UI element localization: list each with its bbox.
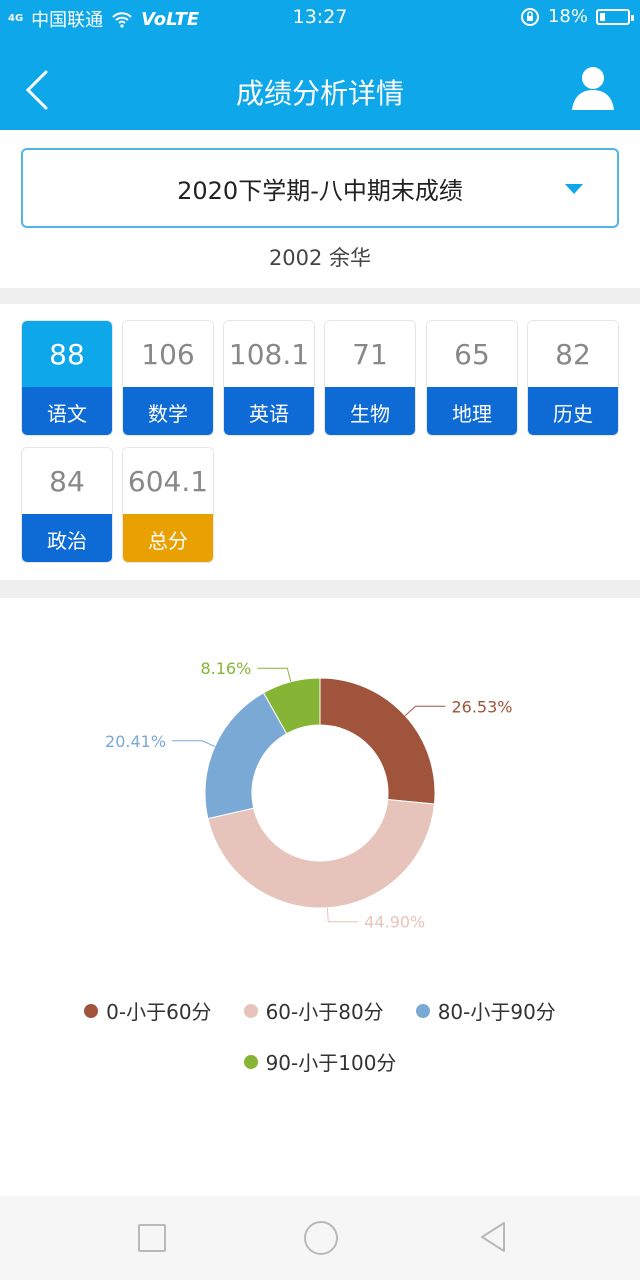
leader-line: [326, 907, 359, 923]
legend-item[interactable]: 90-小于100分: [243, 1047, 397, 1076]
score-card-biology[interactable]: 71 生物: [324, 320, 416, 436]
student-label: 2002 余华: [268, 246, 372, 270]
legend-item[interactable]: 0-小于60分: [84, 996, 212, 1025]
slice-90-100[interactable]: [262, 677, 321, 735]
subject-label: 生物: [325, 387, 415, 435]
slice-60-80[interactable]: [207, 798, 436, 909]
signal-icon: 4G: [8, 13, 24, 24]
battery-icon: [596, 8, 634, 25]
score-card-math[interactable]: 106 数学: [122, 320, 214, 436]
score-value: 71: [325, 321, 415, 387]
back-triangle-icon[interactable]: [478, 1220, 508, 1254]
status-bar: 4G 中国联通 VoLTE 13:27 18%: [0, 0, 640, 34]
score-value: 88: [22, 321, 112, 387]
slice-0-60[interactable]: [319, 677, 436, 805]
slice-value-label: 26.53%: [451, 697, 512, 716]
score-value: 65: [427, 321, 517, 387]
battery-percent: 18%: [547, 6, 588, 27]
system-nav-bar: [0, 1196, 640, 1280]
leader-line: [404, 705, 446, 717]
user-profile-icon[interactable]: [570, 64, 616, 112]
legend-dot: [415, 1003, 430, 1018]
app-header: 成绩分析详情: [0, 34, 640, 130]
score-distribution-chart: 26.53% 44.90% 20.41% 8.16%: [105, 659, 512, 932]
rotation-lock-icon: [520, 7, 539, 26]
subject-label: 数学: [123, 387, 213, 435]
score-value: 82: [528, 321, 618, 387]
score-value: 84: [22, 448, 112, 514]
subject-label: 地理: [427, 387, 517, 435]
legend-item[interactable]: 80-小于90分: [415, 996, 556, 1025]
legend-label: 0-小于60分: [106, 1000, 212, 1024]
legend-dot: [243, 1054, 258, 1069]
wifi-icon: [112, 12, 132, 28]
subject-label: 语文: [22, 387, 112, 435]
slice-value-label: 8.16%: [200, 659, 251, 678]
score-card-chinese[interactable]: 88 语文: [21, 320, 113, 436]
page-title: 成绩分析详情: [235, 77, 404, 110]
status-right: 18%: [520, 6, 634, 27]
subject-label: 历史: [528, 387, 618, 435]
score-card-geography[interactable]: 65 地理: [426, 320, 518, 436]
exam-select[interactable]: 2020下学期-八中期末成绩: [21, 148, 619, 228]
slice-value-label: 20.41%: [105, 732, 166, 751]
chart-legend: 0-小于60分 60-小于80分 80-小于90分 90-小于100分: [0, 996, 640, 1098]
legend-label: 80-小于90分: [437, 1000, 556, 1024]
score-value: 604.1: [123, 448, 213, 514]
score-card-english[interactable]: 108.1 英语: [223, 320, 315, 436]
recent-apps-icon[interactable]: [138, 1224, 166, 1252]
section-divider: [0, 288, 640, 304]
score-card-history[interactable]: 82 历史: [527, 320, 619, 436]
legend-dot: [84, 1003, 99, 1018]
legend-item[interactable]: 60-小于80分: [243, 996, 384, 1025]
back-arrow-icon[interactable]: [24, 70, 52, 110]
carrier-name: 中国联通: [31, 10, 104, 31]
leader-line: [172, 740, 216, 747]
score-card-politics[interactable]: 84 政治: [21, 447, 113, 563]
score-value: 108.1: [224, 321, 314, 387]
home-icon[interactable]: [304, 1221, 338, 1255]
volte-label: VoLTE: [141, 8, 200, 30]
score-card-total[interactable]: 604.1 总分: [122, 447, 214, 563]
slice-value-label: 44.90%: [364, 913, 425, 932]
subject-label: 英语: [224, 387, 314, 435]
subject-label: 总分: [123, 514, 213, 562]
subject-label: 政治: [22, 514, 112, 562]
legend-label: 60-小于80分: [265, 1000, 384, 1024]
status-left: 4G 中国联通 VoLTE: [8, 6, 199, 32]
exam-select-value: 2020下学期-八中期末成绩: [177, 176, 463, 205]
leader-line: [257, 667, 292, 682]
legend-label: 90-小于100分: [265, 1051, 397, 1075]
dropdown-caret-icon: [565, 184, 583, 194]
score-value: 106: [123, 321, 213, 387]
legend-dot: [243, 1003, 258, 1018]
section-divider: [0, 580, 640, 598]
status-time: 13:27: [292, 6, 348, 28]
